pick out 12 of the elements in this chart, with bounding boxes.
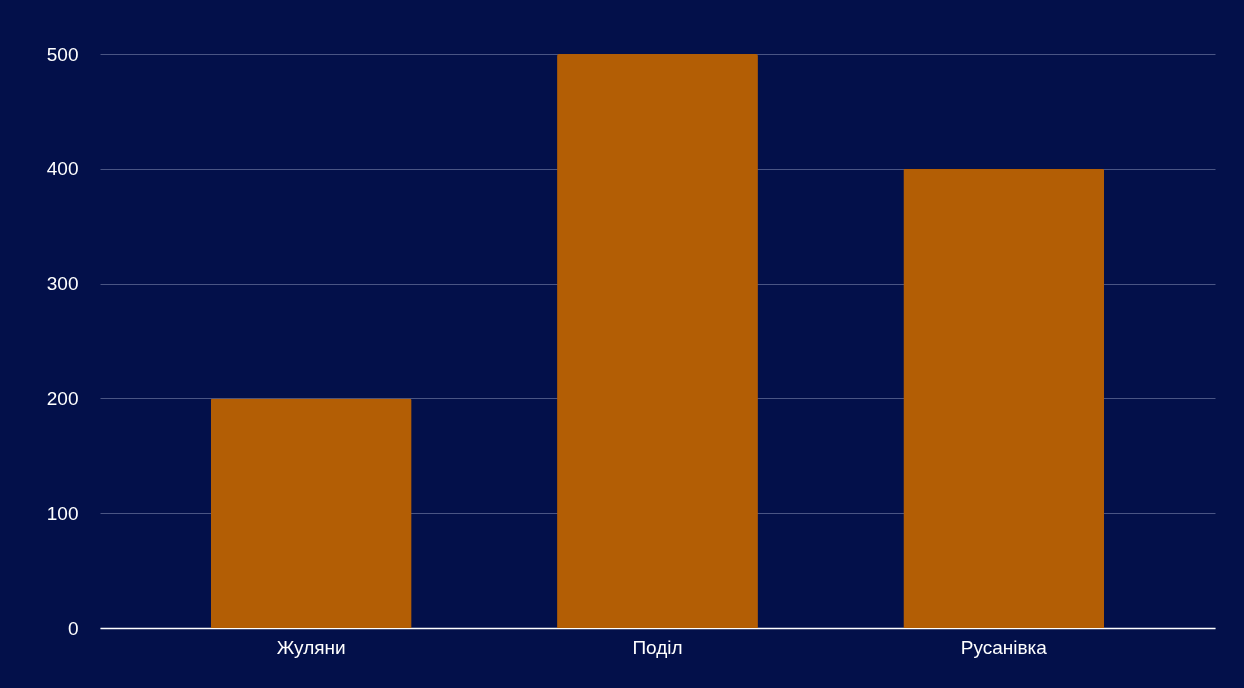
y-tick-label: 400 — [46, 158, 79, 180]
bar — [557, 54, 758, 628]
x-tick-label: Русанівка — [960, 636, 1048, 658]
bar — [903, 168, 1105, 628]
x-tick-label: Поділ — [632, 636, 683, 658]
y-tick-label: 500 — [46, 43, 79, 65]
bar — [210, 398, 412, 628]
y-tick-label: 200 — [46, 387, 79, 409]
y-tick-label: 0 — [67, 617, 79, 639]
y-tick-label: 300 — [46, 273, 79, 295]
x-tick-label: Жуляни — [276, 636, 346, 658]
y-tick-label: 100 — [46, 502, 79, 524]
